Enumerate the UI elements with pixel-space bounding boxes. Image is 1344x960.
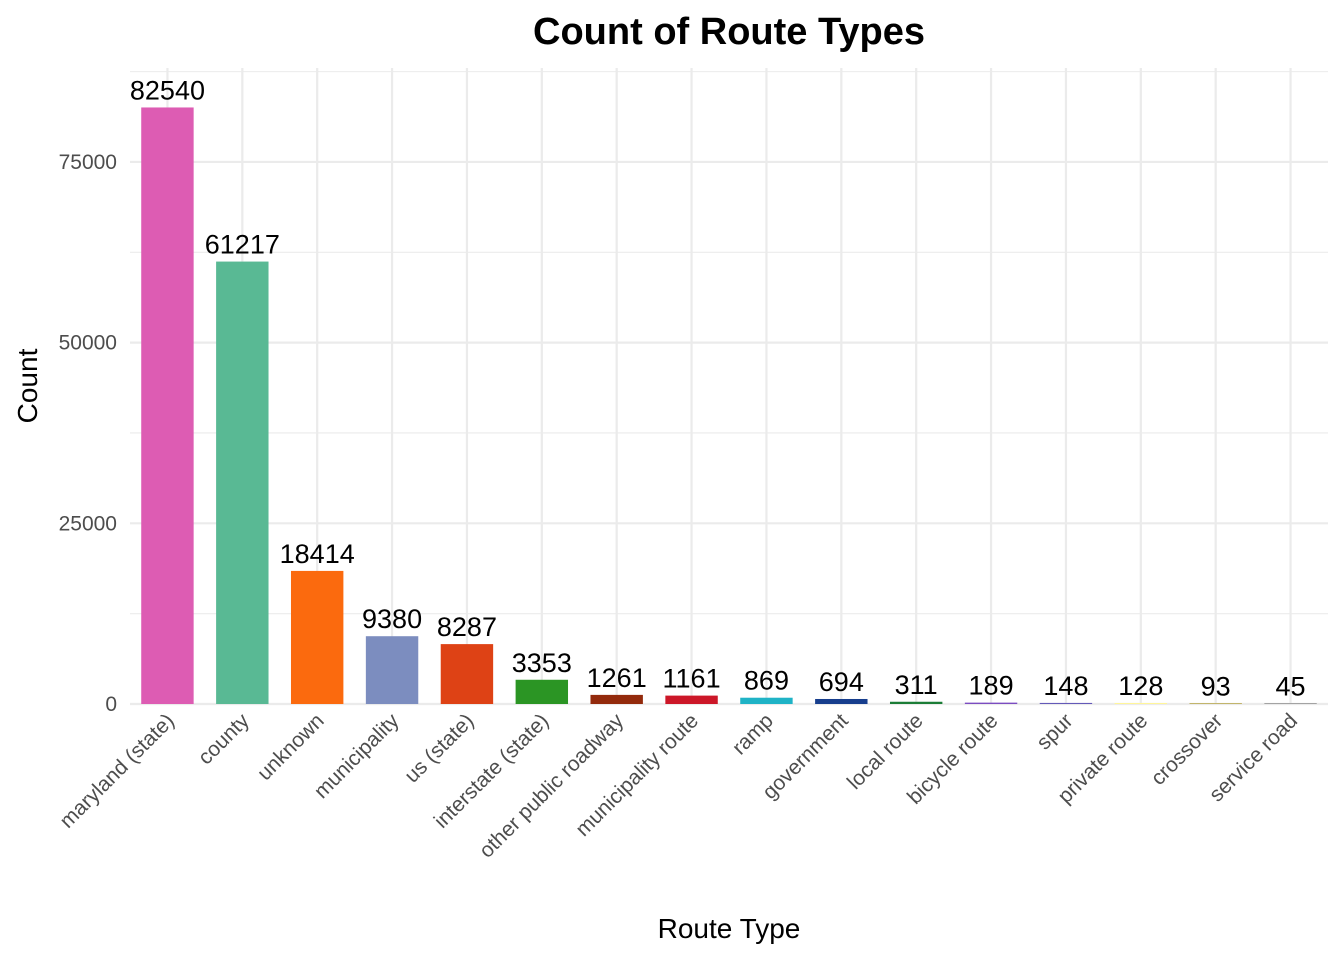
bar [889, 701, 943, 704]
bar [964, 702, 1018, 704]
y-tick-label: 75000 [59, 151, 117, 174]
data-label: 148 [1043, 671, 1088, 701]
y-tick-label: 0 [105, 693, 117, 716]
bar [740, 697, 793, 704]
grid-lines [130, 68, 1328, 706]
y-tick-label: 50000 [59, 332, 117, 355]
data-label: 93 [1201, 671, 1231, 701]
data-label: 18414 [280, 539, 355, 569]
bar [590, 694, 643, 704]
bar [1114, 703, 1168, 704]
bar [216, 261, 269, 704]
data-label: 311 [895, 670, 938, 700]
y-tick-label: 25000 [59, 512, 117, 535]
chart-title: Count of Route Types [533, 11, 925, 53]
y-axis-title: Count [12, 348, 43, 423]
x-tick-label: crossover [1147, 709, 1228, 790]
bar [141, 107, 194, 704]
bars [141, 107, 1317, 704]
bar [440, 644, 494, 704]
x-tick-label: unknown [253, 709, 329, 785]
data-label: 694 [819, 667, 864, 697]
data-labels: 82540 61217 18414 9380 8287 3353 1261 1161 869 69… [130, 75, 1306, 701]
bar [365, 636, 419, 704]
bar [1264, 703, 1317, 704]
data-label: 1261 [587, 663, 647, 693]
x-axis-title: Route Type [658, 913, 801, 944]
data-label: 1161 [663, 664, 721, 694]
bar [290, 570, 344, 704]
data-label: 9380 [362, 604, 422, 634]
y-axis-ticks: 0 25000 50000 75000 [59, 151, 117, 716]
data-label: 45 [1276, 672, 1306, 702]
x-tick-label: maryland (state) [55, 709, 179, 833]
x-tick-label: other public roadway [475, 709, 629, 863]
bar [1039, 702, 1093, 704]
bar [815, 698, 868, 704]
bar [1189, 703, 1242, 704]
data-label: 82540 [130, 75, 205, 105]
x-tick-label: ramp [728, 709, 778, 759]
x-tick-label: county [194, 709, 254, 769]
data-label: 128 [1118, 671, 1163, 701]
data-label: 189 [969, 671, 1014, 701]
x-tick-label: us (state) [400, 709, 478, 787]
data-label: 61217 [205, 230, 280, 260]
x-tick-label: spur [1032, 709, 1077, 754]
data-label: 8287 [437, 612, 497, 642]
x-axis-ticks: maryland (state) county unknownmunicipalit… [55, 709, 1302, 863]
bar [665, 695, 718, 704]
bar [515, 679, 569, 704]
data-label: 869 [744, 666, 789, 696]
data-label: 3353 [512, 648, 572, 678]
